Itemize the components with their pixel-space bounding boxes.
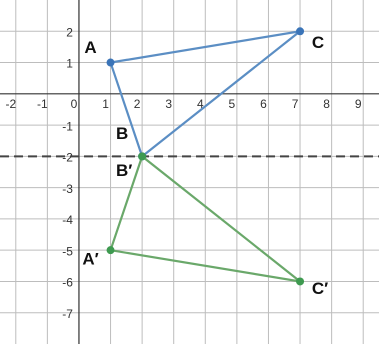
x-tick-label: 7: [292, 97, 299, 111]
y-tick-label: 2: [66, 25, 73, 39]
x-tick-label: 3: [165, 97, 172, 111]
vertex-label: C′: [312, 279, 328, 298]
x-tick-label: 5: [229, 97, 236, 111]
vertex-label: B: [116, 124, 128, 143]
triangle: [109, 29, 305, 159]
x-tick-label: 8: [323, 97, 330, 111]
x-tick-label: -1: [37, 97, 48, 111]
vertex: [106, 246, 115, 255]
vertex-label: A: [84, 38, 96, 57]
x-tick-label: 0: [71, 97, 78, 111]
y-tick-label: -7: [62, 307, 73, 321]
y-tick-label: 1: [66, 57, 73, 71]
y-tick-label: -6: [62, 276, 73, 290]
x-tick-label: -2: [5, 97, 16, 111]
vertex: [138, 152, 147, 161]
vertex-label: B′: [116, 161, 132, 180]
y-tick-label: -1: [62, 119, 73, 133]
x-tick-label: 4: [197, 97, 204, 111]
y-tick-label: -5: [62, 244, 73, 258]
y-tick-label: -2: [62, 151, 73, 165]
x-tick-label: 1: [102, 97, 109, 111]
vertex-label: A′: [82, 250, 98, 269]
x-tick-label: 9: [355, 97, 362, 111]
vertex: [296, 277, 305, 286]
x-tick-label: 6: [260, 97, 267, 111]
x-tick-label: 2: [134, 97, 141, 111]
vertex-label: C: [312, 33, 324, 52]
vertex: [106, 58, 115, 67]
y-tick-label: -3: [62, 182, 73, 196]
triangle: [109, 154, 305, 284]
y-tick-label: -4: [62, 213, 73, 227]
vertex: [296, 27, 305, 36]
